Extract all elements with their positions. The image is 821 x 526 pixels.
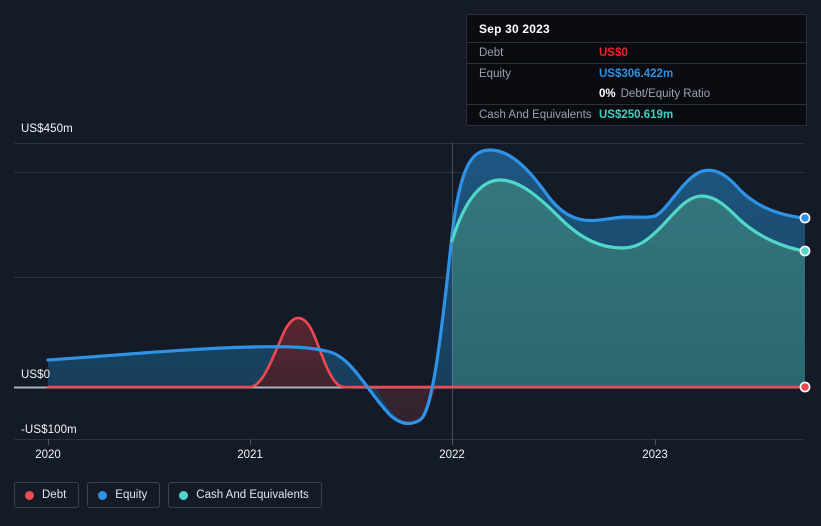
equity-color-dot-icon: [98, 490, 108, 500]
x-axis-label-2022: 2022: [439, 449, 465, 461]
legend-item-debt[interactable]: Debt: [14, 482, 80, 508]
y-axis-label-max: US$450m: [21, 123, 73, 135]
legend-label-cash: Cash And Equivalents: [196, 489, 309, 501]
x-axis-ticks: [48, 439, 656, 445]
legend-item-equity[interactable]: Equity: [87, 482, 161, 508]
tooltip-row-ratio: 0% Debt/Equity Ratio: [467, 84, 806, 104]
tooltip-label-equity: Equity: [479, 68, 511, 80]
tooltip-ratio-value: 0%: [599, 88, 616, 100]
legend-label-debt: Debt: [42, 489, 67, 501]
chart-tooltip: Sep 30 2023 Debt US$0 Equity US$306.422m…: [466, 14, 807, 126]
cash-line: [450, 178, 807, 253]
cash-color-dot-icon: [179, 490, 189, 500]
x-axis-label-2021: 2021: [237, 449, 263, 461]
y-axis-label-min: -US$100m: [21, 424, 77, 436]
equity-line: [46, 148, 807, 426]
x-axis-label-2023: 2023: [642, 449, 668, 461]
cash-endpoint-marker: [799, 245, 811, 257]
debt-line: [46, 316, 807, 389]
chart-legend: Debt Equity Cash And Equivalents: [14, 482, 322, 508]
debt-endpoint-marker: [799, 381, 811, 393]
tooltip-row-equity: Equity US$306.422m: [467, 63, 806, 84]
cash-area: [452, 180, 805, 387]
tooltip-ratio-label: Debt/Equity Ratio: [620, 88, 711, 100]
tooltip-value-equity: US$306.422m: [599, 68, 674, 80]
legend-label-equity: Equity: [115, 489, 148, 501]
tooltip-label-cash: Cash And Equivalents: [479, 109, 592, 121]
debt-area: [250, 317, 352, 388]
tooltip-row-cash: Cash And Equivalents US$250.619m: [467, 104, 806, 125]
debt-color-dot-icon: [25, 490, 34, 500]
x-axis-label-2020: 2020: [35, 449, 61, 461]
equity-endpoint-marker: [799, 212, 811, 224]
tooltip-date: Sep 30 2023: [479, 22, 550, 36]
legend-item-cash[interactable]: Cash And Equivalents: [168, 482, 322, 508]
tooltip-row-debt: Debt US$0: [467, 42, 806, 63]
tooltip-value-cash: US$250.619m: [599, 109, 674, 121]
tooltip-value-debt: US$0: [599, 47, 628, 59]
tooltip-label-debt: Debt: [479, 47, 504, 59]
y-axis-label-zero: US$0: [21, 369, 51, 381]
